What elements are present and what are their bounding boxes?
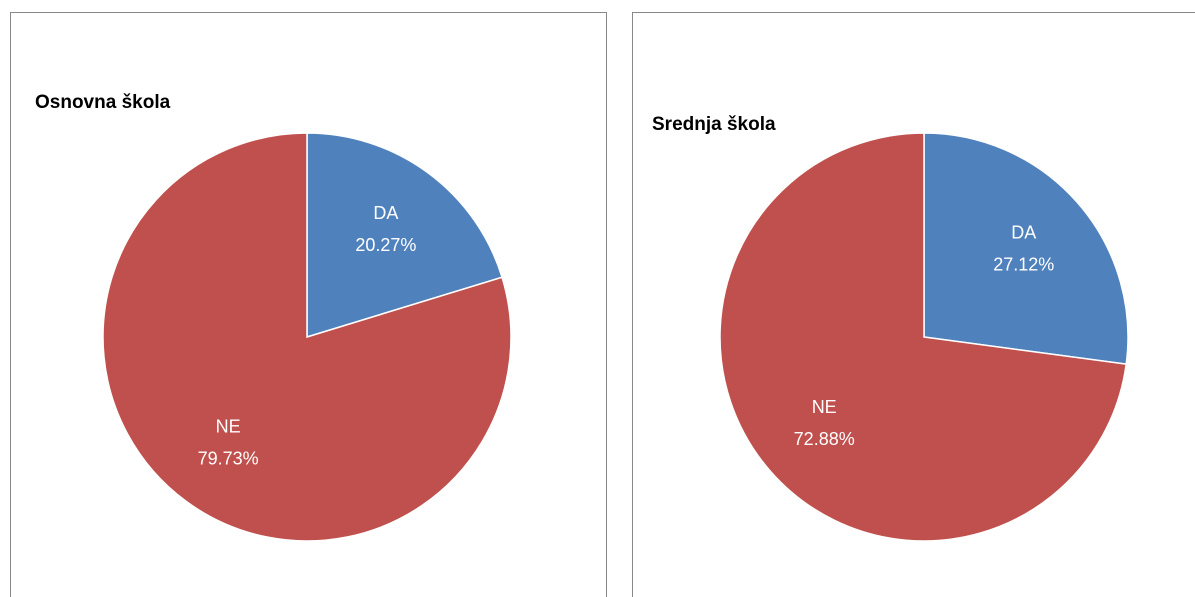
slice-value-label: 72.88% — [794, 429, 855, 449]
pie-slice — [719, 132, 1128, 542]
slice-category-label: NE — [812, 397, 837, 417]
slice-category-label: DA — [1011, 222, 1036, 242]
pie-slice — [306, 132, 503, 339]
slice-value-label: 20.27% — [355, 235, 416, 255]
slice-value-label: 79.73% — [198, 448, 259, 468]
pie-slice — [923, 132, 1129, 365]
slice-value-label: 27.12% — [993, 254, 1054, 274]
slice-category-label: DA — [373, 203, 398, 223]
chart-title: Srednja škola — [652, 114, 776, 135]
chart-title: Osnovna škola — [35, 92, 171, 113]
slice-category-label: NE — [216, 416, 241, 436]
pie-slice — [102, 132, 512, 542]
